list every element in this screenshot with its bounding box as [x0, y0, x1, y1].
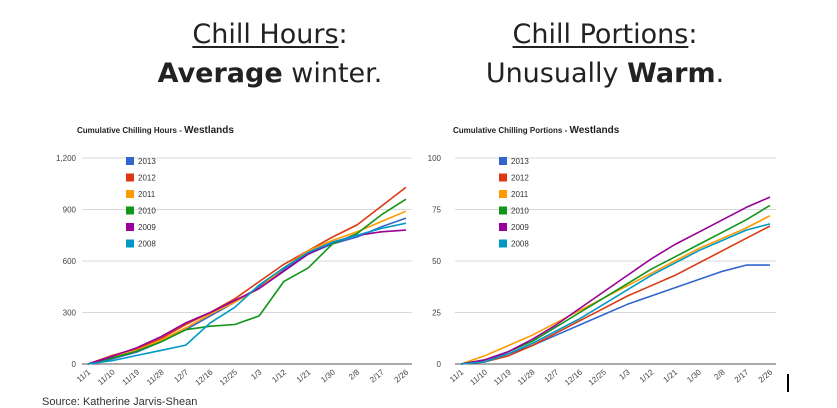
legend-swatch-2011: [499, 190, 507, 198]
x-tick-label: 12/7: [172, 367, 190, 384]
chill-portions-heading: Chill Portions: Unusually Warm.: [455, 18, 755, 92]
legend-swatch-2008: [126, 239, 134, 248]
source-footer: Source: Katherine Jarvis-Shean: [42, 396, 198, 408]
x-tick-label: 1/3: [249, 367, 264, 381]
legend-label-2010: 2010: [511, 207, 529, 216]
unusually-word: Unusually: [485, 58, 628, 89]
x-tick-label: 1/12: [270, 367, 288, 384]
x-tick-label: 1/30: [319, 367, 337, 384]
legend-label-2013: 2013: [138, 157, 156, 166]
legend-swatch-2013: [499, 157, 507, 165]
text-cursor-mark: [787, 374, 789, 392]
series-line-2008: [87, 222, 407, 365]
series-line-2008: [460, 223, 771, 365]
x-tick-label: 2/26: [393, 367, 411, 384]
x-tick-label: 1/21: [661, 367, 679, 384]
chart-title-location: Westlands: [569, 125, 619, 136]
legend-label-2010: 2010: [138, 207, 156, 216]
y-tick-label: 900: [63, 206, 77, 215]
x-tick-label: 2/17: [368, 367, 386, 384]
x-tick-label: 11/19: [492, 367, 513, 387]
x-tick-label: 11/10: [468, 367, 489, 387]
legend-label-2011: 2011: [511, 190, 529, 199]
x-tick-label: 12/16: [193, 367, 215, 387]
series-line-2012: [87, 186, 407, 365]
series-line-2011: [460, 214, 771, 365]
legend-swatch-2013: [126, 157, 134, 165]
legend-swatch-2010: [499, 206, 507, 215]
y-tick-label: 300: [63, 309, 77, 318]
y-tick-label: 25: [432, 309, 441, 318]
series-line-2009: [460, 196, 771, 365]
series-line-2010: [87, 198, 407, 365]
x-tick-label: 12/16: [563, 367, 585, 387]
series-line-2012: [460, 225, 771, 365]
chill-portions-chart: Cumulative Chilling Portions - Westlands…: [428, 125, 776, 387]
series-line-2013: [460, 264, 770, 365]
legend-label-2008: 2008: [138, 240, 156, 249]
x-tick-label: 11/28: [145, 367, 166, 387]
x-tick-label: 11/10: [96, 367, 117, 387]
legend-label-2009: 2009: [511, 223, 529, 232]
legend-swatch-2009: [499, 223, 507, 231]
chart-title-prefix: Cumulative Chilling Portions -: [453, 126, 569, 135]
legend-swatch-2011: [126, 190, 134, 198]
y-tick-label: 50: [432, 257, 441, 266]
chill-hours-heading: Chill Hours: Average winter.: [120, 18, 420, 92]
legend-swatch-2010: [126, 206, 134, 215]
chill-hours-title: Chill Hours: [192, 19, 339, 50]
y-tick-label: 1,200: [56, 154, 77, 163]
average-word: Average: [157, 58, 283, 89]
x-tick-label: 2/17: [733, 367, 751, 384]
chart-title-location: Westlands: [184, 125, 234, 136]
legend-label-2013: 2013: [511, 157, 529, 166]
legend-label-2012: 2012: [138, 174, 156, 183]
x-tick-label: 11/1: [448, 367, 466, 384]
x-tick-label: 11/1: [75, 367, 93, 384]
legend-swatch-2009: [126, 223, 134, 231]
legend-swatch-2012: [499, 173, 507, 182]
chill-portions-title: Chill Portions: [512, 19, 689, 50]
legend-swatch-2012: [126, 173, 134, 182]
chill-hours-colon: :: [338, 19, 348, 50]
x-tick-label: 11/19: [121, 367, 142, 387]
y-tick-label: 75: [432, 206, 441, 215]
x-tick-label: 1/30: [685, 367, 703, 384]
y-tick-label: 0: [72, 360, 77, 369]
period-mark: .: [715, 58, 725, 89]
chart-title: Cumulative Chilling Portions - Westlands: [453, 125, 620, 136]
x-tick-label: 2/26: [757, 367, 775, 384]
chill-hours-chart: Cumulative Chilling Hours - Westlands 0 30…: [56, 125, 412, 387]
chart-title-prefix: Cumulative Chilling Hours -: [77, 126, 184, 135]
chart-title: Cumulative Chilling Hours - Westlands: [77, 125, 234, 136]
x-tick-label: 1/3: [617, 367, 632, 381]
x-tick-label: 12/25: [587, 367, 609, 387]
x-tick-label: 11/28: [516, 367, 537, 387]
legend-swatch-2008: [499, 239, 507, 248]
legend-label-2011: 2011: [138, 190, 156, 199]
x-tick-label: 1/21: [295, 367, 313, 384]
legend-label-2009: 2009: [138, 223, 156, 232]
winter-word: winter.: [282, 58, 383, 89]
y-tick-label: 100: [428, 154, 442, 163]
series-line-2011: [87, 210, 407, 365]
warm-word: Warm: [627, 58, 716, 89]
x-tick-label: 2/8: [712, 367, 727, 381]
legend-label-2012: 2012: [511, 174, 529, 183]
x-tick-label: 12/7: [543, 367, 561, 384]
x-tick-label: 1/12: [638, 367, 656, 384]
chill-portions-colon: :: [688, 19, 698, 50]
y-tick-label: 0: [437, 360, 442, 369]
y-tick-label: 600: [63, 257, 77, 266]
x-tick-label: 2/8: [347, 367, 362, 381]
x-tick-label: 12/25: [218, 367, 240, 387]
series-line-2010: [460, 204, 771, 365]
legend-label-2008: 2008: [511, 240, 529, 249]
